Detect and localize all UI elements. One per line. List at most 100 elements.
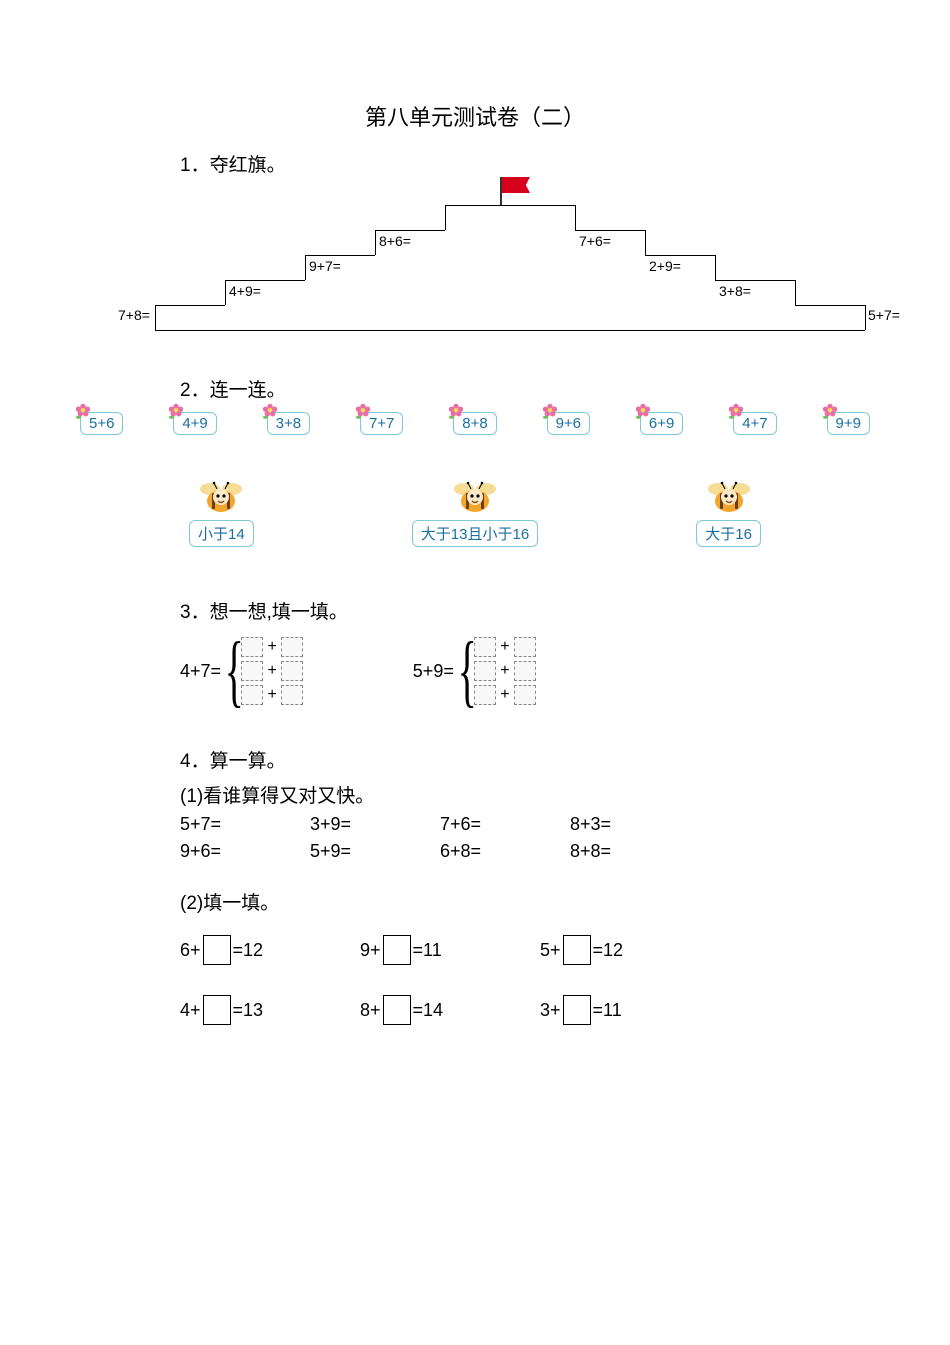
decomp-line: + [241,685,302,705]
step-r1: 7+6= [575,230,645,231]
q2-tag: 4+7 [733,412,776,435]
fill-prefix: 3+ [540,1000,561,1021]
fill-prefix: 8+ [360,1000,381,1021]
step-top [445,205,575,206]
fill-prefix: 4+ [180,1000,201,1021]
blank-box[interactable] [281,637,303,657]
blank-box[interactable] [563,995,591,1025]
q2-heading: 2．连一连。 [60,375,890,402]
q4-part2-heading: (2)填一填。 [180,888,890,915]
decomp-line: + [241,661,302,681]
blank-box[interactable] [474,685,496,705]
calc-item: 9+6= [180,841,310,862]
q2-group: 大于16 [696,475,761,547]
step-r2: 2+9= [645,255,715,256]
blank-box[interactable] [203,935,231,965]
blank-box[interactable] [203,995,231,1025]
left-brace-icon: { [225,636,244,706]
q4-part1-heading: (1)看谁算得又对又快。 [180,781,890,808]
q2-group-row: 小于14 大于13且小于16 大于16 [80,475,870,547]
step-l3: 9+7= [305,255,375,256]
q3-heading: 3．想一想,填一填。 [60,597,890,624]
step-r3: 3+8= [715,280,795,281]
blank-box[interactable] [241,685,263,705]
bee-icon [198,475,244,515]
q2-tag-row: 5+6 4+9 3+8 7+7 8+8 [80,412,870,435]
q2-tag: 3+8 [267,412,310,435]
q2-tag: 9+9 [827,412,870,435]
decomp-label: 4+7= [180,661,221,682]
blank-box[interactable] [241,661,263,681]
q3-decomp: 5+9= { + + + [413,636,536,706]
fill-suffix: =12 [233,940,264,961]
blank-box[interactable] [514,661,536,681]
q3-row: 4+7= { + + + 5+9= { + + + [180,636,890,706]
fill-item: 8+ =14 [360,995,540,1025]
blank-box[interactable] [474,637,496,657]
q3-decomp: 4+7= { + + + [180,636,303,706]
flower-icon [821,402,839,420]
q2-tag: 5+6 [80,412,123,435]
q2-group-label: 大于16 [696,520,761,547]
q1-staircase: 8+6= 9+7= 4+9= 7+8= 7+6= 2+9= 3+8= 5+7= [60,185,890,335]
left-brace-icon: { [457,636,476,706]
fill-prefix: 5+ [540,940,561,961]
q4-section: (1)看谁算得又对又快。 5+7=3+9=7+6=8+3= 9+6=5+9=6+8… [60,781,890,1025]
step-r5-label: 5+7= [868,307,900,323]
q4-part1-grid: 5+7=3+9=7+6=8+3= 9+6=5+9=6+8=8+8= [180,814,890,862]
bee-icon [706,475,752,515]
bee-icon [452,475,498,515]
fill-item: 4+ =13 [180,995,360,1025]
q2-section: 5+6 4+9 3+8 7+7 8+8 [60,412,890,547]
flower-icon [727,402,745,420]
calc-item: 5+7= [180,814,310,835]
blank-box[interactable] [241,637,263,657]
q2-tag: 7+7 [360,412,403,435]
blank-box[interactable] [281,661,303,681]
stair-baseline [155,330,865,331]
fill-suffix: =11 [413,940,442,961]
fill-suffix: =11 [593,1000,622,1021]
fill-item: 6+ =12 [180,935,360,965]
q1-heading: 1．夺红旗。 [60,150,890,177]
blank-box[interactable] [514,685,536,705]
decomp-line: + [474,637,535,657]
decomp-line: + [474,661,535,681]
step-l2: 4+9= [225,280,305,281]
q4-part2-grid: 6+ =129+ =115+ =124+ =138+ =143+ =11 [180,935,890,1025]
fill-suffix: =14 [413,1000,444,1021]
decomp-label: 5+9= [413,661,454,682]
calc-item: 8+3= [570,814,700,835]
flower-icon [634,402,652,420]
q3-section: 4+7= { + + + 5+9= { + + + [60,636,890,706]
flower-icon [354,402,372,420]
blank-box[interactable] [474,661,496,681]
blank-box[interactable] [563,935,591,965]
flower-icon [261,402,279,420]
blank-box[interactable] [514,637,536,657]
q2-tag: 6+9 [640,412,683,435]
calc-item: 6+8= [440,841,570,862]
step-r4 [795,305,865,306]
q2-group-label: 大于13且小于16 [412,520,538,547]
flower-icon [74,402,92,420]
calc-item: 8+8= [570,841,700,862]
fill-prefix: 9+ [360,940,381,961]
calc-item: 3+9= [310,814,440,835]
calc-item: 5+9= [310,841,440,862]
flower-icon [447,402,465,420]
flower-icon [167,402,185,420]
worksheet-page: 第八单元测试卷（二） 1．夺红旗。 8+6= 9+7= 4+9= 7+8= 7+… [0,0,950,1085]
blank-box[interactable] [281,685,303,705]
fill-suffix: =13 [233,1000,264,1021]
q2-tag: 9+6 [547,412,590,435]
decomp-line: + [241,637,302,657]
q2-group-label: 小于14 [189,520,254,547]
step-l4: 8+6= [375,230,445,231]
flower-icon [541,402,559,420]
blank-box[interactable] [383,995,411,1025]
blank-box[interactable] [383,935,411,965]
q2-group: 大于13且小于16 [412,475,538,547]
q2-tag: 4+9 [173,412,216,435]
calc-item: 7+6= [440,814,570,835]
